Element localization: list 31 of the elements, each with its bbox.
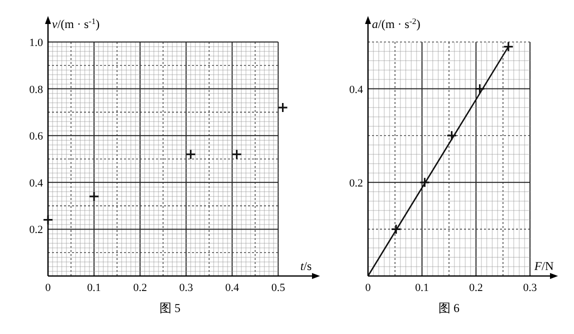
point <box>419 177 430 188</box>
point <box>474 84 486 94</box>
y-tick-label: 0.8 <box>29 84 44 96</box>
x-tick-label: 0.4 <box>225 282 240 294</box>
point <box>42 214 54 226</box>
point <box>277 102 288 113</box>
x-tick-label: 0.5 <box>271 282 286 294</box>
point <box>446 130 457 141</box>
x-tick-label: 0 <box>45 282 52 294</box>
y-tick-label: 0.4 <box>29 177 44 190</box>
y-axis-title: a/(m · s$^{-2}$) <box>372 16 420 31</box>
point <box>231 149 242 160</box>
x-axis-title: t/s <box>300 259 312 273</box>
y-axis-title: v/(m · s$^{-1}$) <box>52 16 100 31</box>
point <box>390 224 402 234</box>
x-tick-label: 0.3 <box>523 282 538 294</box>
point <box>503 41 514 52</box>
text: 图 6 <box>438 301 460 315</box>
point <box>88 191 100 202</box>
y-tick-label: 1.0 <box>29 37 44 49</box>
text: 图 5 <box>160 301 180 315</box>
point <box>185 149 196 160</box>
y-tick-label: 0.2 <box>29 224 43 236</box>
x-tick-label: 0.1 <box>415 282 429 294</box>
y-tick-label: 0.6 <box>29 130 44 143</box>
x-tick-label: 0.1 <box>87 282 101 294</box>
x-tick-label: 0.2 <box>133 282 147 294</box>
x-tick-label: 0 <box>365 282 372 294</box>
x-tick-label: 0.3 <box>179 282 194 294</box>
x-tick-label: 0.2 <box>469 282 483 294</box>
x-axis-title: F/N <box>533 259 554 273</box>
